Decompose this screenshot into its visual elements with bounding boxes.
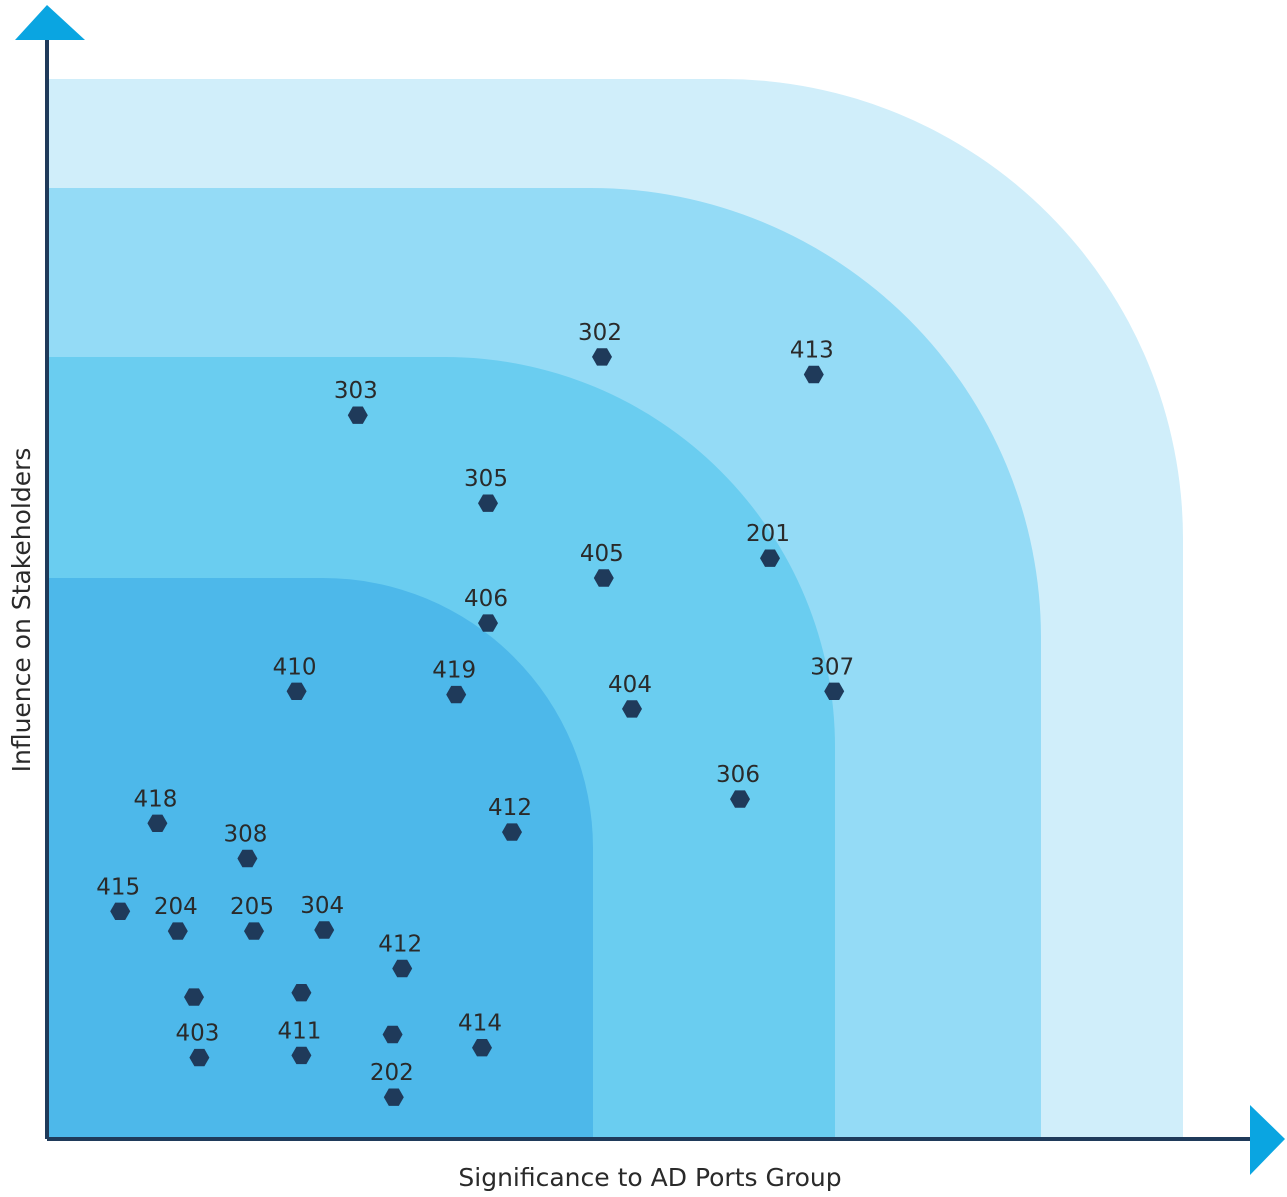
y-axis-title: Influence on Stakeholders <box>7 448 36 773</box>
point-label: 308 <box>223 822 267 848</box>
point <box>383 1088 404 1106</box>
point-label: 205 <box>230 894 274 920</box>
point <box>502 823 522 841</box>
point-label: 410 <box>273 654 317 680</box>
point-label: 412 <box>488 795 532 821</box>
point <box>291 984 312 1002</box>
point-label: 415 <box>96 874 140 900</box>
point <box>803 365 824 384</box>
point <box>824 682 845 700</box>
point <box>593 569 614 587</box>
point-label: 201 <box>746 521 790 547</box>
point <box>286 682 307 700</box>
point-label: 204 <box>154 894 198 920</box>
zones <box>47 79 1183 1139</box>
point-label: 406 <box>464 586 508 612</box>
point-label: 303 <box>334 378 378 404</box>
points: 302 413 303 305 405 201 406 410 419 404 307 306 418 4… <box>96 320 854 1106</box>
point-label: 307 <box>810 654 854 680</box>
point <box>478 614 498 632</box>
point <box>237 849 258 868</box>
point-label: 413 <box>790 338 834 364</box>
point <box>147 814 168 832</box>
point-label: 306 <box>716 762 760 788</box>
point-label: 412 <box>378 932 422 958</box>
point-label: 304 <box>300 893 344 919</box>
point <box>760 549 780 567</box>
point-label: 411 <box>277 1018 321 1044</box>
point <box>291 1046 312 1065</box>
point-label: 403 <box>175 1021 219 1047</box>
point-label: 404 <box>608 672 652 698</box>
point-label: 202 <box>370 1060 414 1086</box>
point <box>472 1039 492 1057</box>
point-label: 405 <box>580 541 624 567</box>
point <box>244 922 264 940</box>
point <box>167 922 188 940</box>
point-label: 414 <box>458 1011 502 1037</box>
point <box>592 348 612 366</box>
point <box>314 921 335 939</box>
point <box>184 988 204 1006</box>
x-axis-title: Significance to AD Ports Group <box>458 1163 841 1192</box>
point <box>189 1048 210 1067</box>
point <box>730 790 750 808</box>
point <box>347 406 368 424</box>
point <box>478 494 498 512</box>
point <box>446 685 467 704</box>
point-label: 305 <box>464 466 508 492</box>
point <box>382 1025 403 1044</box>
zone-4 <box>47 578 593 1139</box>
point <box>392 959 413 978</box>
y-arrow <box>15 5 85 40</box>
point-label: 419 <box>432 658 476 684</box>
x-arrow <box>1250 1105 1285 1175</box>
point <box>622 700 642 718</box>
point-label: 418 <box>133 786 177 812</box>
point <box>110 902 131 920</box>
point-label: 302 <box>578 320 622 346</box>
